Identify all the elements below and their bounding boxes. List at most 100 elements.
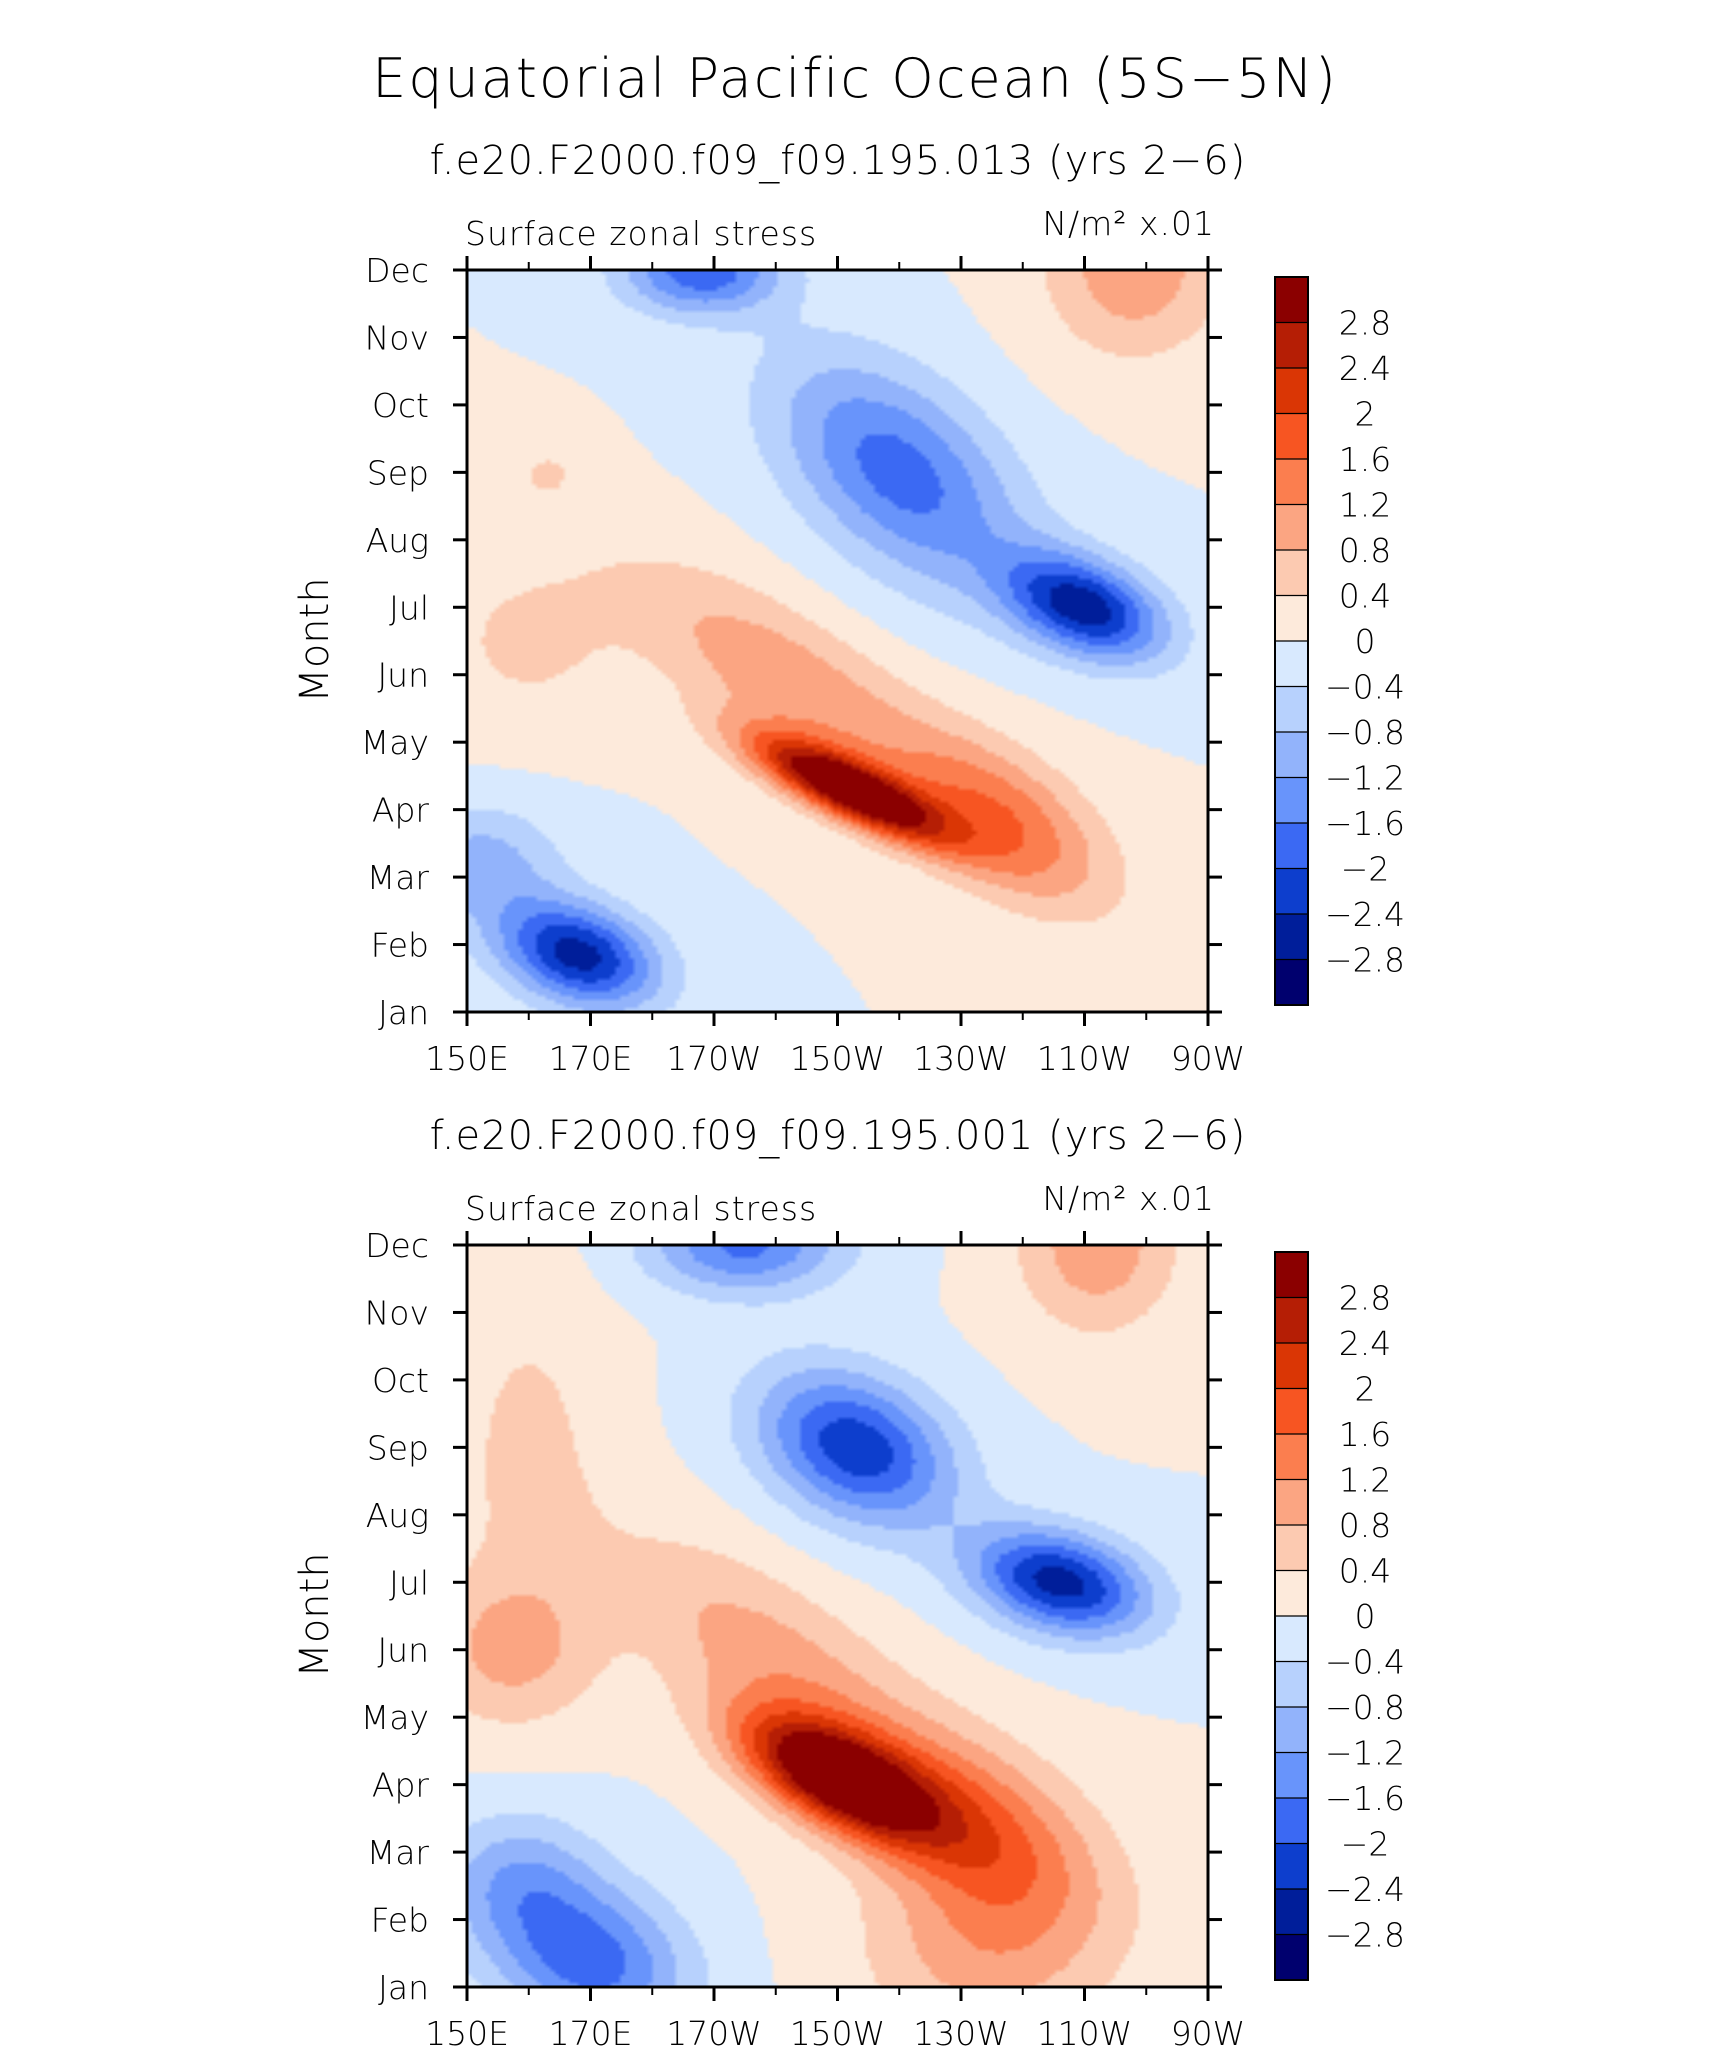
panel-2-axes: 150E 170E 170W 150W 130W 110W 90W Jan Feb Mar Apr M… (361, 1226, 1246, 2053)
colorbar-label: 0.4 (1339, 1552, 1391, 1591)
y-tick-label: Jan (378, 1968, 429, 2007)
panel-2-left-label: Surface zonal stress (465, 1189, 817, 1228)
colorbar-frame (1274, 1251, 1309, 1981)
x-tick-label: 130W (913, 2014, 1009, 2053)
colorbar-swatch (1275, 1707, 1308, 1753)
colorbar-swatch (1275, 504, 1308, 551)
colorbar-label: 0.4 (1339, 577, 1391, 616)
colorbar-swatch (1275, 1616, 1308, 1662)
colorbar-swatch (1275, 1434, 1308, 1480)
y-tick-label: Sep (367, 1428, 429, 1467)
colorbar-swatch (1275, 277, 1308, 323)
colorbar-swatch (1275, 823, 1308, 869)
x-tick-label: 110W (1037, 2014, 1133, 2053)
y-tick-label: Nov (365, 318, 429, 357)
y-tick-label: Oct (372, 1361, 429, 1400)
y-tick-label: Apr (372, 1766, 430, 1805)
y-tick-label: Jan (378, 993, 429, 1032)
colorbar-swatch (1275, 322, 1308, 369)
colorbar-swatch (1275, 777, 1308, 824)
panel-1-title: f.e20.F2000.f09_f09.195.013 (yrs 2−6) (430, 138, 1247, 184)
panel-1-units-label: N/m² x.01 (1042, 204, 1215, 243)
colorbar-label: 2.8 (1339, 304, 1391, 343)
colorbar-swatch (1275, 550, 1308, 596)
y-tick-label: May (361, 723, 429, 762)
colorbar-swatch (1275, 914, 1308, 960)
x-tick-label: 170E (549, 2014, 633, 2053)
y-tick-label: Sep (367, 453, 429, 492)
colorbar-swatch (1275, 732, 1308, 778)
x-tick-label: 170W (666, 2014, 762, 2053)
y-tick-label: Jun (377, 656, 429, 695)
colorbar-label: −2.8 (1325, 1916, 1405, 1955)
colorbar-frame (1274, 276, 1309, 1006)
colorbar-swatch (1275, 1343, 1308, 1389)
main-title: Equatorial Pacific Ocean (5S−5N) (372, 47, 1338, 110)
colorbar-swatch (1275, 1525, 1308, 1571)
colorbar-label: 2.8 (1339, 1279, 1391, 1318)
colorbar-label: 1.6 (1339, 440, 1391, 479)
y-tick-label: Jun (377, 1631, 429, 1670)
colorbar-swatch (1275, 413, 1308, 460)
colorbar-label: −1.6 (1325, 1779, 1405, 1818)
colorbar-swatch (1275, 368, 1308, 414)
panel-2-title: f.e20.F2000.f09_f09.195.001 (yrs 2−6) (430, 1113, 1247, 1159)
y-tick-label: Dec (365, 1226, 429, 1265)
colorbar-swatch (1275, 1388, 1308, 1435)
colorbar-swatch (1275, 868, 1308, 915)
y-tick-label: May (361, 1698, 429, 1737)
x-tick-label: 150W (790, 2014, 886, 2053)
y-tick-label: Dec (365, 251, 429, 290)
x-tick-label: 90W (1171, 2014, 1246, 2053)
x-tick-label: 170E (549, 1039, 633, 1078)
y-tick-label: Apr (372, 791, 430, 830)
panel-2: f.e20.F2000.f09_f09.195.001 (yrs 2−6) Su… (292, 1113, 1405, 2053)
colorbar-swatch (1275, 1297, 1308, 1344)
panel-1-colorbar: 2.8 2.4 2 1.6 1.2 0.8 0.4 0 −0.4 −0.8 −1.2 −1.6 −2 −2… (1274, 276, 1405, 1006)
colorbar-label: −1.6 (1325, 804, 1405, 843)
x-tick-label: 170W (666, 1039, 762, 1078)
colorbar-label: −0.4 (1325, 668, 1405, 707)
y-tick-label: Jul (389, 1563, 429, 1602)
colorbar-label: 2 (1355, 1370, 1376, 1409)
colorbar-swatch (1275, 959, 1308, 1006)
colorbar-label: 1.6 (1339, 1415, 1391, 1454)
colorbar-swatch (1275, 1889, 1308, 1935)
panel-2-colorbar: 2.8 2.4 2 1.6 1.2 0.8 0.4 0 −0.4 −0.8 −1.2 −1.6 −2 −2… (1274, 1251, 1405, 1981)
colorbar-label: 0 (1355, 622, 1376, 661)
colorbar-swatch (1275, 641, 1308, 687)
y-tick-label: Oct (372, 386, 429, 425)
colorbar-swatch (1275, 1752, 1308, 1799)
y-tick-label: Jul (389, 588, 429, 627)
colorbar-label: −2 (1341, 850, 1390, 889)
colorbar-label: −0.4 (1325, 1643, 1405, 1682)
colorbar-swatch (1275, 1252, 1308, 1298)
colorbar-label: −1.2 (1325, 1734, 1405, 1773)
panel-1: f.e20.F2000.f09_f09.195.013 (yrs 2−6) Su… (292, 138, 1405, 1078)
colorbar-swatch (1275, 1934, 1308, 1981)
colorbar-label: −2.4 (1325, 895, 1405, 934)
panel-2-units-label: N/m² x.01 (1042, 1179, 1215, 1218)
colorbar-swatch (1275, 595, 1308, 642)
colorbar-label: 2 (1355, 395, 1376, 434)
colorbar-label: −1.2 (1325, 759, 1405, 798)
colorbar-label: 0.8 (1339, 531, 1391, 570)
colorbar-label: 0 (1355, 1597, 1376, 1636)
panel-1-axes: 150E 170E 170W 150W 130W 110W 90W Jan Feb Mar Apr M… (361, 251, 1246, 1078)
panel-1-plot-area (467, 270, 1208, 1012)
x-tick-label: 150E (425, 2014, 509, 2053)
colorbar-swatch (1275, 1798, 1308, 1844)
colorbar-label: −0.8 (1325, 1688, 1405, 1727)
panel-1-left-label: Surface zonal stress (465, 214, 817, 253)
x-tick-label: 130W (913, 1039, 1009, 1078)
x-tick-label: 150W (790, 1039, 886, 1078)
x-tick-label: 90W (1171, 1039, 1246, 1078)
x-tick-label: 150E (425, 1039, 509, 1078)
colorbar-label: 2.4 (1339, 1324, 1391, 1363)
colorbar-swatch (1275, 1479, 1308, 1526)
y-tick-label: Aug (366, 521, 429, 560)
panel-2-ylabel: Month (292, 1552, 338, 1677)
y-tick-label: Aug (366, 1496, 429, 1535)
colorbar-label: 1.2 (1339, 1461, 1391, 1500)
